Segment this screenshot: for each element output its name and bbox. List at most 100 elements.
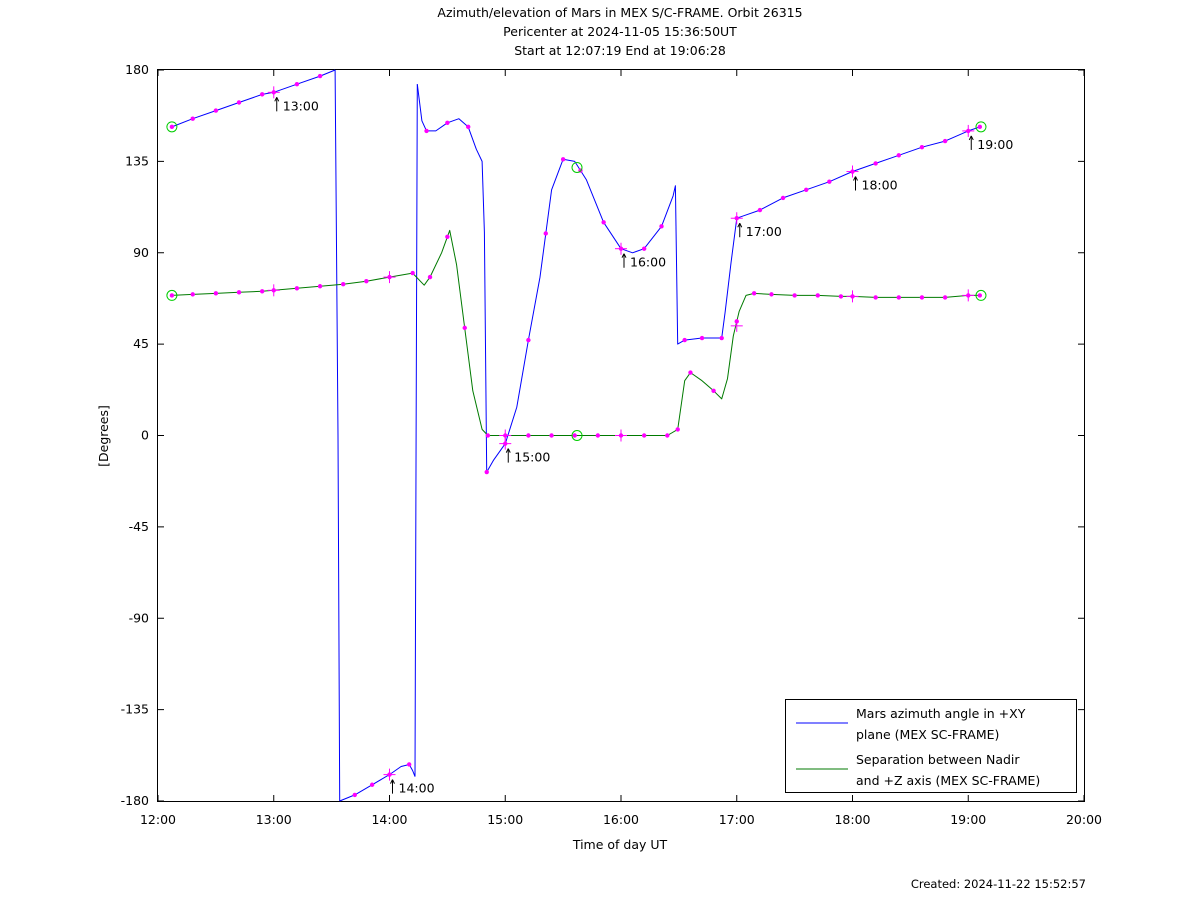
x-tick-label: 15:00 <box>487 812 523 827</box>
event-circle <box>166 289 178 301</box>
azimuth-marker <box>406 762 412 767</box>
legend-entry-line1: Separation between Nadir <box>856 752 1020 767</box>
azimuth-marker <box>526 337 531 343</box>
y-tick-label: 90 <box>133 245 149 260</box>
hour-arrow-head <box>505 448 509 453</box>
azimuth-marker <box>966 128 971 134</box>
hour-arrow-head <box>507 448 511 453</box>
azimuth-marker <box>424 128 429 134</box>
azimuth-marker <box>827 179 832 184</box>
hour-arrow-head <box>390 779 393 784</box>
azimuth-marker <box>259 92 265 97</box>
x-tick-label: 17:00 <box>719 812 755 827</box>
x-tick-label: 18:00 <box>834 812 870 827</box>
hour-annotations: 13:00 14:00 15:00 16:00 17:00 18:00 19:00 <box>267 86 1013 796</box>
series-group <box>171 69 980 802</box>
separation-marker <box>236 290 242 295</box>
azimuth-series-line <box>339 764 416 802</box>
separation-marker <box>977 293 983 298</box>
azimuth-marker <box>369 782 375 787</box>
event-circle <box>571 430 583 441</box>
azimuth-marker <box>352 792 357 798</box>
legend-entry-line1: Mars azimuth angle in +XY <box>856 706 1026 721</box>
separation-marker <box>271 288 276 293</box>
hour-arrow-head <box>274 97 278 102</box>
separation-marker <box>364 278 369 284</box>
hour-arrow-head <box>970 135 974 141</box>
separation-marker <box>734 319 739 324</box>
hour-arrow-head <box>623 253 627 258</box>
hour-arrow-head <box>276 97 280 102</box>
azimuth-marker <box>896 153 901 158</box>
hour-label: 14:00 <box>399 781 435 796</box>
separation-marker <box>485 433 491 438</box>
separation-marker <box>427 274 433 280</box>
azimuth-series-line <box>414 84 418 777</box>
azimuth-series-line <box>334 69 341 802</box>
azimuth-marker <box>780 195 786 201</box>
hour-label: 16:00 <box>630 255 666 270</box>
y-tick-label: -135 <box>121 702 149 717</box>
created-timestamp: Created: 2024-11-22 15:52:57 <box>910 877 1086 891</box>
event-circle <box>975 121 987 133</box>
azimuth-marker <box>236 100 242 105</box>
separation-marker <box>792 293 797 298</box>
separation-marker <box>549 433 554 438</box>
separation-marker <box>169 293 175 298</box>
azimuth-marker <box>466 124 471 130</box>
azimuth-series-line <box>486 126 980 473</box>
hour-label: 13:00 <box>283 98 319 113</box>
azimuth-marker <box>641 246 647 251</box>
azimuth-marker <box>560 157 566 162</box>
separation-marker <box>213 291 219 296</box>
y-tick-label: 180 <box>125 62 149 77</box>
legend: Mars azimuth angle in +XY plane (MEX SC-F… <box>785 699 1077 793</box>
legend-entry-line2: and +Z axis (MEX SC-FRAME) <box>856 773 1040 788</box>
y-tick-label: -180 <box>121 793 149 808</box>
separation-series-line <box>171 229 980 436</box>
azimuth-marker <box>317 73 323 79</box>
y-tick-label: 45 <box>133 336 149 351</box>
azimuth-series-line <box>416 84 488 473</box>
hour-arrow-head <box>853 176 856 181</box>
azimuth-marker <box>942 138 948 144</box>
azimuth-marker <box>190 116 195 121</box>
azimuth-marker <box>445 120 450 125</box>
hour-arrow-head <box>739 223 743 228</box>
legend-entry-line2: plane (MEX SC-FRAME) <box>856 727 999 742</box>
azimuth-marker <box>271 90 276 95</box>
event-circle <box>975 289 987 301</box>
hour-label: 18:00 <box>862 178 898 193</box>
azimuth-marker <box>601 220 606 225</box>
azimuth-marker <box>294 82 300 87</box>
y-tick-label: 0 <box>141 428 149 443</box>
azimuth-marker <box>804 187 809 193</box>
separation-marker <box>595 433 601 438</box>
separation-marker <box>665 433 670 438</box>
separation-marker <box>815 293 820 298</box>
separation-marker <box>838 294 844 299</box>
azimuth-marker <box>387 772 392 777</box>
x-axis-label: Time of day UT <box>572 837 668 852</box>
plot-frame <box>157 69 1085 802</box>
hour-label: 19:00 <box>977 137 1013 152</box>
separation-marker <box>259 289 265 294</box>
separation-marker <box>896 295 901 300</box>
y-tick-label: -90 <box>129 610 149 625</box>
x-tick-label: 13:00 <box>256 812 292 827</box>
separation-marker <box>572 433 577 438</box>
azimuth-marker <box>719 335 724 341</box>
x-tick-label: 14:00 <box>371 812 407 827</box>
azimuth-marker <box>169 124 175 130</box>
separation-marker <box>294 286 300 291</box>
separation-marker <box>641 433 647 438</box>
series-markers <box>166 73 987 798</box>
x-tick-label: 20:00 <box>1066 812 1102 827</box>
y-tick-label: 135 <box>125 153 149 168</box>
separation-marker <box>919 295 925 300</box>
hour-arrow-head <box>855 176 858 181</box>
event-circle <box>571 161 583 173</box>
separation-marker <box>410 270 415 276</box>
separation-marker <box>850 294 855 299</box>
